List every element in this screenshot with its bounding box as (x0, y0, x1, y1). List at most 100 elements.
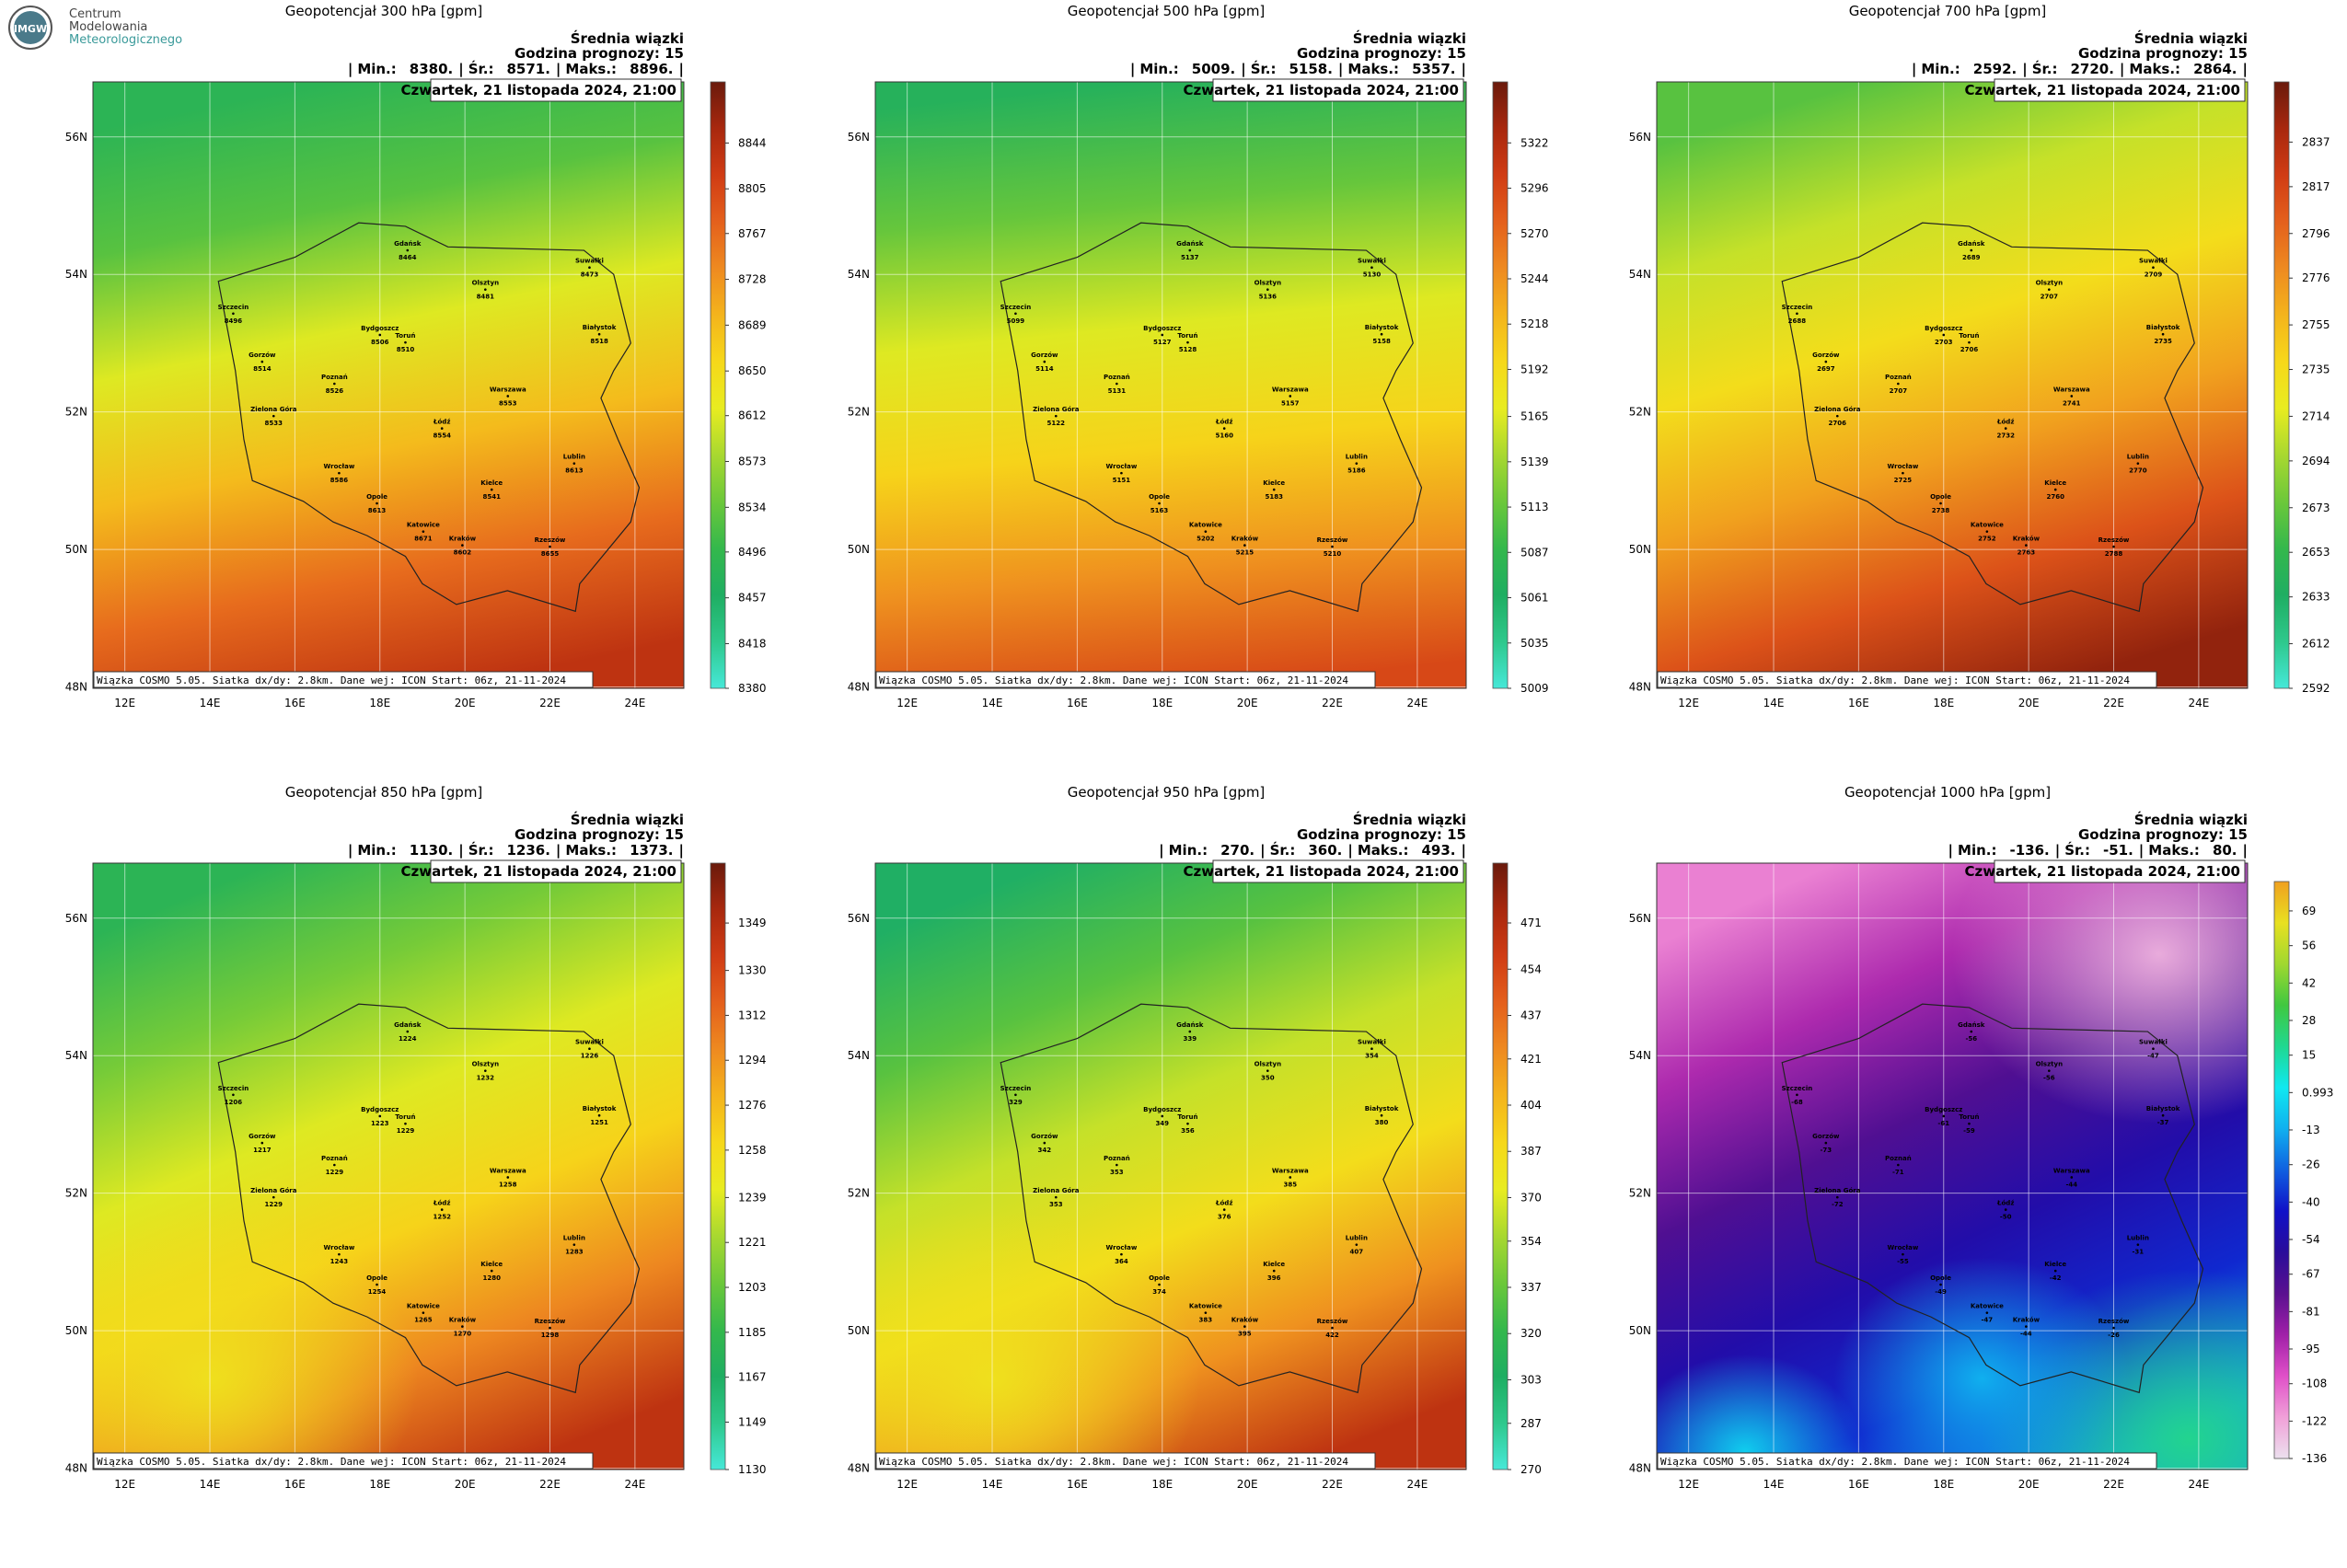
city-value: 1226 (581, 1053, 599, 1060)
stats-value: 80. (2213, 842, 2237, 859)
colorbar-label: -108 (2302, 1378, 2327, 1390)
ensemble-label: Średnia wiązki (2134, 29, 2248, 47)
city-value: 2697 (1817, 365, 1835, 373)
city-name: Opole (366, 493, 387, 501)
y-tick-label: 48N (848, 681, 870, 694)
panel-title: Geopotencjał 700 hPa [gpm] (1849, 3, 2047, 19)
stats-label: Śr.: (1270, 841, 1296, 859)
city-name: Poznań (321, 1155, 348, 1162)
city-dot (1054, 1195, 1058, 1199)
colorbar-label: 437 (1520, 1009, 1542, 1021)
city-value: 8473 (581, 271, 599, 279)
city-dot (440, 427, 444, 430)
city-value: 354 (1365, 1053, 1379, 1060)
colorbar-label: 69 (2302, 905, 2316, 917)
colorbar-label: 28 (2302, 1014, 2316, 1027)
field-background (875, 82, 1466, 688)
map-panel: 12E 14E 16E 18E 20E 22E 24E 48N 50N 52N 54N 56N Gdań… (65, 3, 767, 709)
city-dot (1266, 1069, 1269, 1072)
city-dot (1186, 340, 1189, 344)
city-value: 1280 (482, 1274, 501, 1282)
y-tick-label: 50N (848, 543, 870, 556)
y-tick-label: 54N (1629, 1049, 1651, 1062)
footer-box (875, 671, 1376, 688)
colorbar-label: 5061 (1520, 592, 1549, 605)
city-value: 8553 (499, 399, 517, 407)
colorbar-label: 2673 (2302, 502, 2330, 514)
city-value: 385 (1283, 1181, 1297, 1188)
y-tick-label: 48N (65, 681, 87, 694)
city-value: 5114 (1035, 365, 1054, 373)
city-value: 8586 (330, 477, 349, 484)
city-name: Lublin (563, 1235, 585, 1242)
city-value: 5099 (1007, 317, 1025, 325)
city-dot (2048, 288, 2051, 291)
city-name: Zielona Góra (250, 406, 297, 413)
city-value: 422 (1325, 1332, 1339, 1339)
stats-value: 8380. (410, 61, 453, 77)
colorbar-label: -81 (2302, 1305, 2320, 1318)
city-value: 5131 (1108, 387, 1127, 395)
stats-separator: | (1462, 842, 1466, 859)
colorbar-label: 270 (1520, 1463, 1542, 1476)
city-dot (404, 340, 407, 344)
logo-inner (14, 11, 47, 44)
city-dot (1985, 530, 1989, 533)
field-background (1657, 82, 2248, 688)
date-box (430, 78, 682, 102)
border (217, 1003, 641, 1394)
city-value: 8533 (265, 420, 283, 427)
city-name: Bydgoszcz (1143, 1106, 1181, 1113)
x-tick-label: 24E (624, 1478, 645, 1491)
city-value: 5183 (1265, 493, 1283, 501)
x-tick-label: 16E (284, 697, 306, 709)
y-tick-label: 48N (1629, 1462, 1651, 1475)
colorbar-label: 404 (1520, 1099, 1542, 1112)
stats-label: Maks.: (565, 61, 617, 77)
city-value: 8481 (477, 294, 495, 301)
footer-box (93, 1452, 594, 1470)
city-value: 2738 (1932, 507, 1950, 514)
colorbar-label: 5113 (1520, 501, 1549, 513)
city-name: Wrocław (1106, 1244, 1138, 1251)
footer: Wiązka COSMO 5.05. Siatka dx/dy: 2.8km. … (1660, 1456, 2130, 1468)
colorbar-label: 2592 (2302, 682, 2330, 695)
city-dot (1188, 248, 1192, 252)
border (1781, 1003, 2204, 1394)
city-name: Białystok (1365, 324, 1399, 331)
city-dot (1243, 1325, 1246, 1328)
stats-value: 2592. (1973, 61, 2017, 77)
city-dot (1897, 1163, 1900, 1167)
city-dot (232, 1093, 235, 1097)
city-value: 8526 (326, 387, 344, 395)
city-name: Kraków (2013, 1317, 2041, 1324)
y-tick-label: 56N (65, 131, 87, 144)
x-tick-label: 24E (624, 697, 645, 709)
city-dot (1186, 1122, 1189, 1125)
stats-value: 5357. (1412, 61, 1455, 77)
stats-separator: | (2243, 61, 2248, 78)
city-dot (588, 1047, 591, 1051)
x-tick-label: 16E (1848, 1478, 1869, 1491)
field (93, 82, 684, 688)
city-value: 5186 (1347, 467, 1366, 475)
city-name: Olsztyn (2036, 1061, 2064, 1068)
city-value: 1206 (225, 1099, 243, 1106)
colorbar-label: 8650 (738, 364, 767, 377)
city-dot (1897, 382, 1900, 386)
city-name: Łódź (1996, 1200, 2014, 1207)
colorbar-label: -26 (2302, 1159, 2320, 1171)
city-value: 1224 (399, 1035, 417, 1043)
city-name: Kielce (480, 479, 503, 487)
city-dot (376, 1283, 378, 1286)
city-dot (1902, 471, 1904, 475)
city-dot (2136, 1243, 2140, 1246)
city-value: 1254 (368, 1288, 387, 1296)
city-name: Lublin (1346, 1235, 1368, 1242)
stats-separator: | (2139, 842, 2144, 859)
city-dot (1120, 471, 1123, 475)
city-value: 1258 (499, 1181, 517, 1188)
city-dot (1968, 1122, 1971, 1125)
city-value: 5128 (1179, 346, 1197, 353)
date-label: Czwartek, 21 listopada 2024, 21:00 (401, 863, 677, 880)
